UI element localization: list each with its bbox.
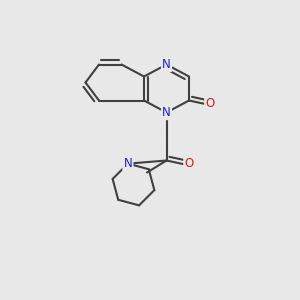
Text: N: N bbox=[124, 157, 132, 170]
Text: O: O bbox=[206, 97, 214, 110]
Text: O: O bbox=[184, 157, 194, 170]
Text: N: N bbox=[162, 58, 171, 71]
Text: N: N bbox=[162, 106, 171, 119]
